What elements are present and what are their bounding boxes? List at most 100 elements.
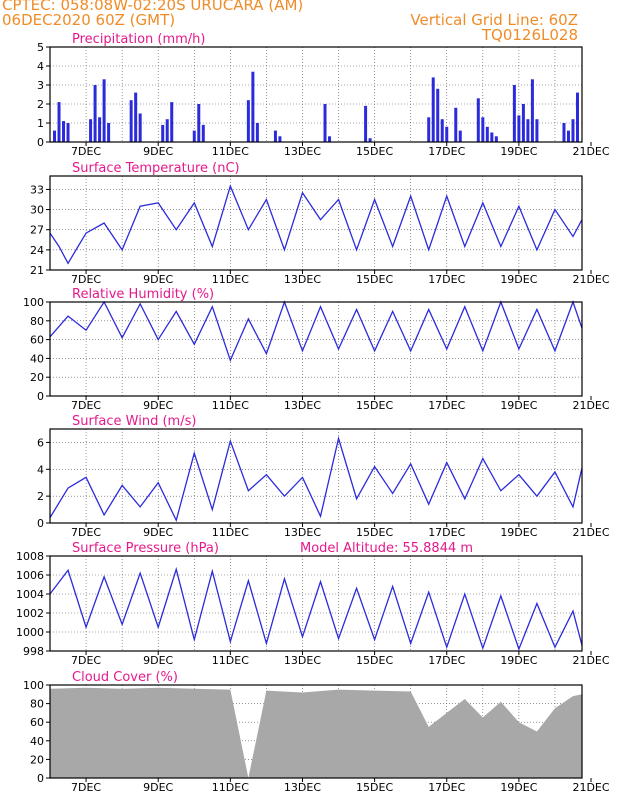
precip-bar (129, 100, 133, 142)
header-run-time: 06DEC2020 60Z (GMT) (2, 11, 176, 29)
temp-xtick-label: 15DEC (356, 273, 393, 286)
precip-ytick-label: 4 (37, 60, 44, 73)
rh-xtick-label: 9DEC (143, 399, 173, 412)
precip-bar (246, 100, 250, 142)
precip-bar (53, 130, 57, 142)
cloud-xtick-label: 13DEC (284, 781, 321, 794)
precip-bar (273, 130, 277, 142)
precip-bar (458, 130, 462, 142)
precip-bar (571, 119, 575, 142)
precip-bar (485, 126, 489, 142)
wind-xtick-label: 13DEC (284, 526, 321, 539)
precip-bar (66, 123, 70, 142)
cloud-title: Cloud Cover (%) (72, 670, 178, 685)
cloud-xtick-label: 17DEC (428, 781, 465, 794)
precip-bar (517, 115, 521, 142)
wind-xtick-label: 17DEC (428, 526, 465, 539)
rh-ytick-label: 100 (23, 296, 44, 309)
precip-ytick-label: 5 (37, 41, 44, 54)
header-model-id: TQ0126L028 (481, 26, 578, 44)
precip-bar (512, 85, 516, 142)
temp-series-line (49, 184, 583, 265)
temp-xtick-label: 19DEC (500, 273, 537, 286)
wind-title: Surface Wind (m/s) (72, 414, 196, 429)
temp-xtick-label: 21DEC (572, 273, 609, 286)
cloud-ytick-label: 0 (37, 772, 44, 785)
precip-ytick-label: 1 (37, 117, 44, 130)
precip-bar (165, 119, 169, 142)
pressure-xtick-label: 19DEC (500, 654, 537, 667)
precip-xtick-label: 7DEC (71, 145, 101, 158)
cloud-xtick-label: 21DEC (572, 781, 609, 794)
precip-xtick-label: 13DEC (284, 145, 321, 158)
cloud-xtick-label: 9DEC (143, 781, 173, 794)
wind-xtick-label: 19DEC (500, 526, 537, 539)
precip-bar (102, 79, 106, 142)
wind-xtick-label: 7DEC (71, 526, 101, 539)
precip-bar (427, 117, 431, 142)
precip-xtick-label: 11DEC (212, 145, 249, 158)
precip-bar (134, 92, 138, 142)
precip-bar (197, 104, 201, 142)
rh-ytick-label: 0 (37, 390, 44, 403)
temp-title: Surface Temperature (nC) (72, 161, 240, 176)
precip-bar (98, 117, 102, 142)
precip-bar (535, 119, 539, 142)
precip-ytick-label: 0 (37, 136, 44, 149)
pressure-ytick-label: 1000 (16, 626, 44, 639)
precip-bar (566, 130, 570, 142)
cloud-ytick-label: 60 (30, 716, 44, 729)
pressure-ytick-label: 1002 (16, 607, 44, 620)
rh-frame (49, 301, 583, 397)
precip-bar (436, 88, 440, 142)
rh-xtick-label: 17DEC (428, 399, 465, 412)
pressure-xtick-label: 13DEC (284, 654, 321, 667)
temp-ytick-label: 24 (30, 244, 44, 257)
temp-xtick-label: 7DEC (71, 273, 101, 286)
wind-xtick-label: 9DEC (143, 526, 173, 539)
precip-bar (138, 113, 142, 142)
precip-bar (454, 107, 458, 142)
precip-bar (161, 124, 165, 142)
wind-xtick-label: 15DEC (356, 526, 393, 539)
wind-xtick-label: 21DEC (572, 526, 609, 539)
temp-ytick-label: 27 (30, 224, 44, 237)
rh-ytick-label: 20 (30, 371, 44, 384)
pressure-xtick-label: 9DEC (143, 654, 173, 667)
wind-xtick-label: 11DEC (212, 526, 249, 539)
precip-bar (170, 102, 174, 142)
wind-ytick-label: 6 (37, 436, 44, 449)
rh-ytick-label: 80 (30, 315, 44, 328)
wind-frame (49, 428, 583, 524)
pressure-xtick-label: 11DEC (212, 654, 249, 667)
rh-ytick-label: 40 (30, 352, 44, 365)
cloud-xtick-label: 7DEC (71, 781, 101, 794)
precip-ytick-label: 2 (37, 98, 44, 111)
precip-xtick-label: 21DEC (572, 145, 609, 158)
temp-xtick-label: 17DEC (428, 273, 465, 286)
temp-ytick-label: 21 (30, 264, 44, 277)
precip-bar (93, 85, 97, 142)
precip-bar (62, 121, 66, 142)
pressure-annotation: Model Altitude: 55.8844 m (300, 541, 473, 556)
rh-ytick-label: 60 (30, 334, 44, 347)
header-location: CPTEC: 058:08W-02:20S URUCARA (AM) (2, 0, 304, 14)
precip-xtick-label: 19DEC (500, 145, 537, 158)
pressure-ytick-label: 998 (23, 645, 44, 658)
cloud-cloud-area (50, 687, 582, 778)
precip-bar (481, 117, 485, 142)
precip-bar (364, 105, 368, 142)
precip-xtick-label: 15DEC (356, 145, 393, 158)
pressure-ytick-label: 1004 (16, 588, 44, 601)
precip-bar (368, 138, 372, 142)
cloud-xtick-label: 11DEC (212, 781, 249, 794)
wind-ytick-label: 4 (37, 463, 44, 476)
precip-bar (526, 119, 530, 142)
rh-xtick-label: 15DEC (356, 399, 393, 412)
rh-series-line (49, 300, 583, 363)
precip-bar (530, 79, 534, 142)
pressure-title: Surface Pressure (hPa) (72, 541, 219, 556)
pressure-xtick-label: 17DEC (428, 654, 465, 667)
wind-ytick-label: 0 (37, 517, 44, 530)
